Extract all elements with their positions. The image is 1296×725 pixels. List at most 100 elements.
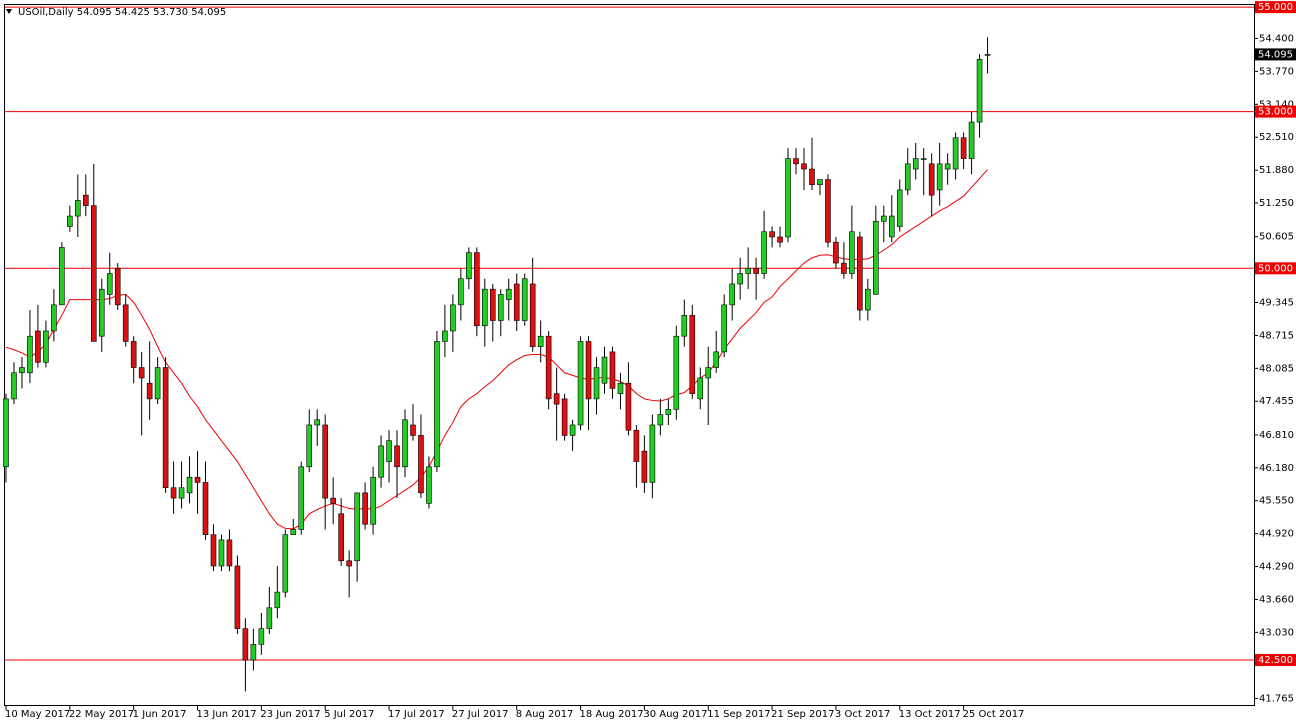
candle-body: [561, 398, 568, 436]
candle-body: [489, 288, 496, 321]
x-tick-label: 13 Jun 2017: [197, 709, 257, 720]
candle-body: [952, 137, 959, 170]
candle-body: [322, 424, 329, 499]
candle-body: [633, 429, 640, 462]
candle-body: [888, 215, 895, 238]
candle-body: [609, 351, 616, 389]
candle-body: [737, 273, 743, 285]
candle-body: [681, 315, 688, 337]
y-tick-label: 44.290: [1259, 562, 1294, 573]
candle-body: [865, 288, 871, 311]
x-tick-label: 27 Jul 2017: [452, 709, 509, 720]
candle-body: [537, 335, 544, 347]
candle-body: [138, 367, 145, 379]
x-tick-label: 11 Sep 2017: [707, 709, 770, 720]
candle-body: [497, 294, 504, 321]
candle-body: [697, 377, 704, 400]
candle-body: [984, 54, 991, 56]
y-tick-label: 43.030: [1259, 627, 1294, 638]
candle-body: [202, 482, 209, 535]
candle-body: [585, 341, 592, 400]
x-tick-label: 8 Aug 2017: [516, 709, 574, 720]
y-tick-label: 53.140: [1259, 99, 1294, 110]
candle-body: [944, 163, 951, 170]
y-tick-label: 48.085: [1259, 363, 1294, 374]
candle-body: [19, 367, 25, 374]
y-tick-label: 52.510: [1259, 132, 1294, 143]
candle-body: [896, 189, 903, 227]
x-tick-label: 22 May 2017: [69, 709, 134, 720]
candle-body: [960, 137, 967, 159]
y-tick-label: 44.920: [1259, 529, 1294, 540]
candle-body: [250, 644, 257, 661]
y-tick-label: 41.765: [1259, 693, 1294, 704]
candle-body: [849, 231, 855, 274]
candle-body: [410, 424, 416, 436]
level-label-box: [1255, 262, 1296, 275]
candle-body: [553, 393, 560, 405]
candle-body: [378, 445, 384, 478]
candle-body: [936, 163, 943, 191]
candle-body: [577, 341, 584, 426]
x-tick-label: 13 Oct 2017: [899, 709, 961, 720]
candle-body: [154, 367, 161, 400]
level-label-box: [1255, 105, 1296, 118]
moving-average-line: [5, 169, 988, 530]
candle-body: [35, 330, 41, 363]
y-tick-label: 46.180: [1259, 463, 1294, 474]
candle-body: [122, 304, 129, 342]
candle-body: [801, 163, 807, 170]
candle-body: [817, 179, 823, 186]
candle-body: [338, 513, 344, 562]
candle-body: [617, 382, 624, 394]
candle-body: [346, 560, 352, 567]
x-tick-label: 1 Jun 2017: [133, 709, 187, 720]
x-tick-label: 5 Jul 2017: [324, 709, 374, 720]
y-tick-label: 48.715: [1259, 330, 1294, 341]
candle-body: [873, 220, 879, 295]
level-label: 53.000: [1258, 107, 1293, 118]
candle-body: [625, 382, 632, 431]
y-tick-label: 43.660: [1259, 594, 1294, 605]
candle-body: [274, 591, 281, 609]
candle-body: [442, 330, 448, 342]
candle-body: [777, 236, 783, 243]
candle-body: [354, 492, 360, 562]
chart-title: USOil,Daily 54.095 54.425 53.730 54.095: [18, 7, 226, 18]
x-tick-label: 17 Jul 2017: [388, 709, 445, 720]
level-label-box: [1255, 654, 1296, 667]
y-tick-label: 51.880: [1259, 165, 1294, 176]
candle-body: [673, 335, 680, 410]
candle-body: [67, 215, 73, 227]
candle-body: [27, 335, 33, 374]
candle-body: [434, 341, 440, 468]
x-tick-label: 10 May 2017: [5, 709, 70, 720]
candle-body: [474, 252, 480, 327]
symbol-menu-icon[interactable]: [6, 9, 12, 14]
y-tick-label: 49.345: [1259, 298, 1294, 309]
candle-body: [426, 466, 432, 504]
candle-body: [290, 529, 297, 535]
y-tick-label: 47.455: [1259, 396, 1294, 407]
candle-body: [258, 628, 265, 645]
candle-body: [825, 179, 831, 243]
candle-body: [106, 273, 113, 295]
candle-body: [162, 367, 169, 488]
candle-body: [928, 163, 935, 196]
candle-body: [920, 158, 927, 160]
x-tick-label: 18 Aug 2017: [580, 709, 644, 720]
candle-body: [218, 539, 225, 567]
candle-body: [529, 283, 536, 347]
x-tick-label: 30 Aug 2017: [643, 709, 707, 720]
candle-body: [306, 424, 313, 468]
candle-body: [729, 283, 735, 306]
candle-body: [330, 497, 336, 504]
candle-body: [314, 419, 321, 426]
candle-body: [513, 283, 520, 321]
candle-body: [234, 565, 241, 629]
candle-body: [785, 158, 791, 238]
candle-body: [593, 367, 600, 400]
candle-body: [114, 267, 121, 306]
candle-body: [178, 487, 185, 499]
